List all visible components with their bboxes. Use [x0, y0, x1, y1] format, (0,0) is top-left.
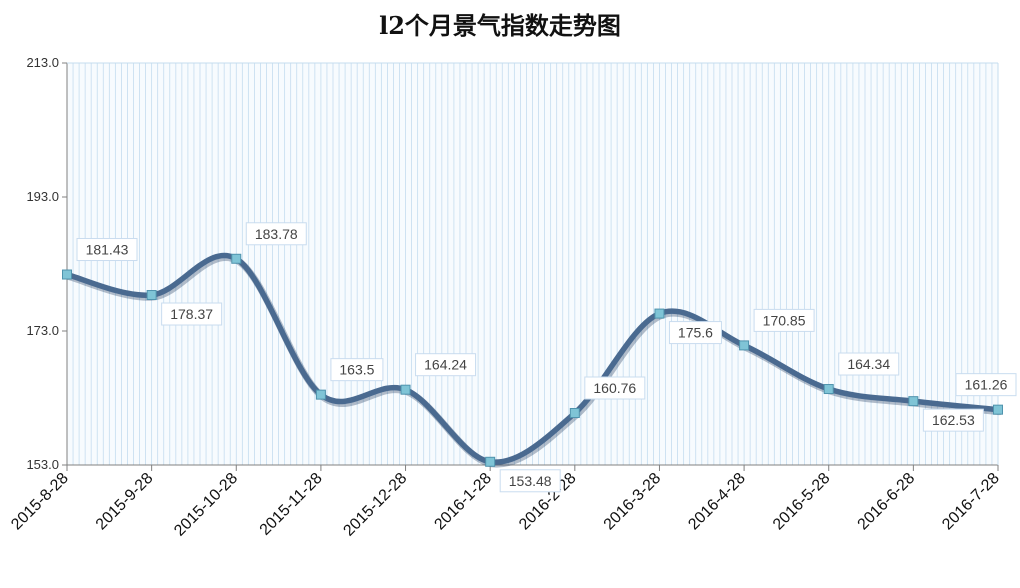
data-label-box — [922, 408, 984, 432]
x-tick-label: 2016-4-28 — [685, 470, 749, 534]
data-label: 178.37 — [170, 306, 213, 322]
data-label-box — [584, 376, 646, 400]
data-point-marker — [993, 404, 1003, 415]
data-label: 163.5 — [339, 362, 374, 378]
y-axis-ticks: 153.0 173.0 193.0 213.0 — [26, 55, 67, 472]
x-tick-label: 2016-6-28 — [855, 470, 919, 534]
data-label-box — [415, 353, 477, 377]
axes — [66, 62, 999, 466]
data-label: 161.26 — [965, 377, 1008, 393]
data-point-marker — [569, 408, 580, 419]
data-label: 170.85 — [763, 312, 806, 328]
data-point-marker — [485, 456, 496, 467]
data-point-marker — [400, 384, 411, 395]
y-tick-label: 153.0 — [26, 457, 59, 472]
data-point-marker — [908, 396, 919, 407]
y-tick-label: 173.0 — [26, 323, 59, 338]
data-point-marker — [823, 384, 834, 395]
x-tick-label: 2015-11-28 — [257, 470, 326, 539]
data-label-box — [330, 358, 384, 382]
data-label-box — [955, 373, 1017, 397]
data-label: 183.78 — [255, 226, 298, 242]
data-point-marker — [146, 290, 157, 301]
data-label: 175.6 — [678, 325, 713, 341]
data-label-box — [838, 352, 900, 376]
data-labels: 181.43 178.37 183.78 163.5 164.24 153.48 160.7… — [76, 222, 1017, 493]
data-label-box — [499, 469, 561, 493]
x-tick-label: 2015-12-28 — [340, 470, 410, 540]
data-label-box — [753, 308, 815, 332]
data-label: 181.43 — [86, 242, 129, 258]
x-tick-label: 2016-5-28 — [770, 470, 834, 534]
data-label-box — [668, 321, 722, 345]
series-line-group — [62, 252, 1003, 468]
data-point-marker — [231, 253, 242, 264]
data-label: 164.24 — [424, 357, 467, 373]
x-tick-label: 2016-1-28 — [431, 470, 495, 534]
x-tick-label: 2016-7-28 — [939, 470, 1003, 534]
y-tick-label: 193.0 — [26, 189, 59, 204]
data-label: 164.34 — [847, 356, 890, 372]
data-label: 162.53 — [932, 412, 975, 428]
data-point-marker — [315, 389, 326, 400]
data-label-box — [245, 222, 307, 246]
y-tick-label: 213.0 — [26, 55, 59, 70]
x-tick-label: 2015-10-28 — [171, 470, 241, 540]
x-tick-label: 2015-9-28 — [93, 470, 157, 534]
x-tick-label: 2015-8-28 — [8, 470, 72, 534]
data-label: 153.48 — [509, 473, 552, 489]
data-label-box — [76, 238, 138, 262]
data-label: 160.76 — [593, 380, 636, 396]
data-point-marker — [654, 308, 665, 319]
x-tick-label: 2016-3-28 — [601, 470, 665, 534]
data-point-marker — [739, 340, 750, 351]
data-label-box — [161, 302, 223, 326]
chart-title: l2个月景气指数走势图 — [379, 11, 621, 40]
data-point-marker — [62, 269, 72, 280]
